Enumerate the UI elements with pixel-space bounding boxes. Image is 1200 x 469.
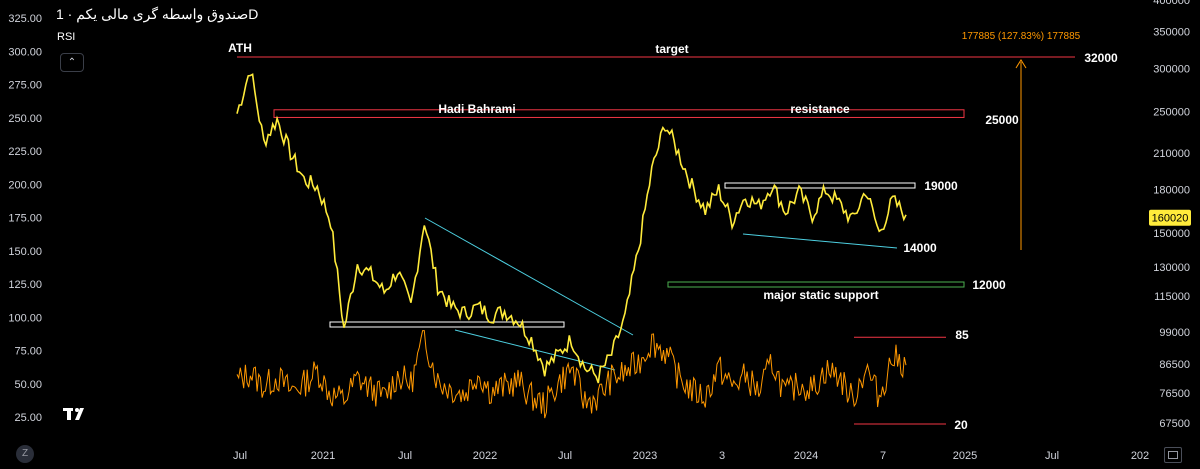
right-axis-tick-label: 180000	[1153, 185, 1190, 197]
x-axis-tick-label: 7	[880, 450, 886, 462]
right-axis-tick-label: 99000	[1159, 327, 1190, 339]
annotations	[237, 56, 1075, 371]
x-axis-tick-label: 3	[719, 450, 725, 462]
left-axis-tick-label: 125.00	[8, 279, 42, 291]
chevron-up-icon[interactable]: ⌃	[60, 53, 84, 72]
left-axis-tick-label: 100.00	[8, 312, 42, 324]
right-axis-tick-label: 350000	[1153, 27, 1190, 39]
right-axis-tick-label: 86500	[1159, 359, 1190, 371]
right-axis-tick-label: 250000	[1153, 107, 1190, 119]
current-price-tag	[1149, 209, 1191, 226]
range-bottom-price-label: 14000	[903, 241, 937, 255]
support-price-label: 12000	[972, 278, 1006, 292]
right-axis-tick-label: 76500	[1159, 388, 1190, 400]
tradingview-logo-icon[interactable]	[62, 403, 92, 423]
x-axis-tick-label: 202	[1131, 450, 1149, 462]
x-axis-tick-label: 2022	[473, 450, 497, 462]
right-axis-tick-label: 67500	[1159, 418, 1190, 430]
right-axis-tick-label: 115000	[1154, 291, 1190, 303]
range-top-box	[724, 182, 916, 189]
left-axis-tick-label: 325.00	[8, 13, 42, 25]
timezone-icon[interactable]: Z	[16, 445, 34, 463]
current-price-tag-label: 160020	[1152, 213, 1189, 225]
left-axis-tick-label: 150.00	[8, 246, 42, 258]
x-axis-tick-label: Jul	[233, 450, 247, 462]
left-axis-tick-label: 50.00	[14, 379, 42, 391]
resistance-label: resistance	[790, 102, 850, 116]
resistance-price-label: 25000	[985, 113, 1019, 127]
x-axis-tick-label: 2021	[311, 450, 335, 462]
x-axis-tick-label: 2024	[794, 450, 818, 462]
x-axis-tick-label: Jul	[1045, 450, 1059, 462]
support-box	[667, 281, 965, 288]
left-axis-tick-label: 250.00	[8, 113, 42, 125]
right-axis-tick-label: 400000	[1153, 0, 1190, 7]
left-axis-tick-label: 25.00	[14, 412, 42, 424]
x-axis-tick-label: 2023	[633, 450, 657, 462]
left-axis-tick-label: 300.00	[8, 46, 42, 58]
measure-arrow-head	[1015, 59, 1027, 69]
right-axis-tick-label: 130000	[1153, 262, 1190, 274]
ath-label: ATH	[228, 41, 252, 55]
measure-label: 177885 (127.83%) 177885	[962, 31, 1081, 42]
rsi-85-label: 85	[955, 328, 969, 342]
range-lower-trendline	[742, 233, 898, 249]
author-label: Hadi Bahrami	[438, 102, 515, 116]
target-label: target	[655, 42, 688, 56]
support-label: major static support	[763, 288, 878, 302]
chart-title: صندوق واسطه گری مالی یکم · 1D	[56, 6, 259, 22]
x-axis-tick-label: Jul	[558, 450, 572, 462]
left-axis-tick-label: 75.00	[14, 346, 42, 358]
indicator-label[interactable]: RSI	[57, 31, 76, 43]
annotation-labels: ATH target 32000 Hadi Bahrami resistance 2500…	[228, 31, 1118, 432]
x-axis-tick-label: 2025	[953, 450, 977, 462]
rsi-line	[236, 330, 907, 419]
left-axis-tick-label: 175.00	[8, 213, 42, 225]
price-series	[236, 73, 907, 384]
left-axis-tick-label: 200.00	[8, 179, 42, 191]
screenshot-icon[interactable]	[1164, 447, 1182, 463]
right-axis-tick-label: 300000	[1153, 63, 1190, 75]
low-support-box	[329, 321, 565, 328]
rsi-series	[236, 330, 907, 419]
right-axis-tick-label: 150000	[1153, 228, 1190, 240]
right-axis-tick-label: 210000	[1153, 148, 1190, 160]
x-axis-tick-label: Jul	[398, 450, 412, 462]
range-top-price-label: 19000	[924, 179, 958, 193]
wedge-upper-trendline	[424, 217, 634, 336]
target-price-label: 32000	[1084, 51, 1118, 65]
rsi-20-label: 20	[954, 418, 968, 432]
left-axis-tick-label: 225.00	[8, 146, 42, 158]
axes: 325.00300.00275.00250.00225.00200.00175.…	[8, 0, 1191, 462]
rsi-levels	[854, 336, 946, 425]
resistance-box	[273, 109, 965, 118]
left-axis-tick-label: 275.00	[8, 80, 42, 92]
price-line	[236, 73, 907, 384]
